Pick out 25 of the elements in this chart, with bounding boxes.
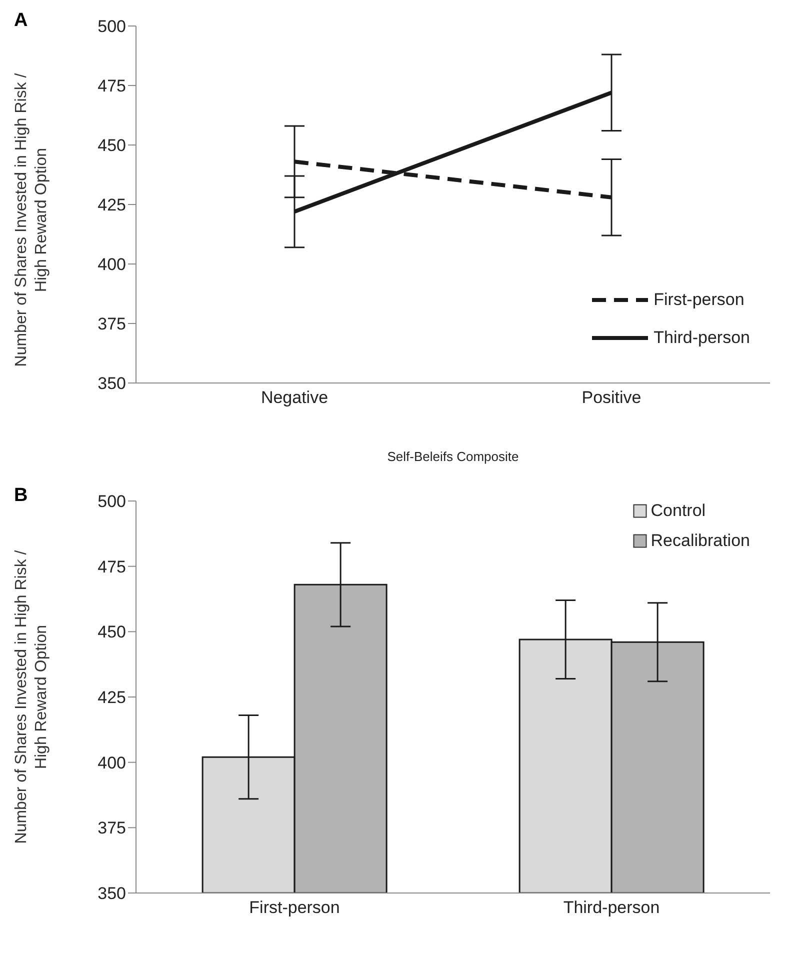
legend-label: Control (650, 501, 706, 521)
y-tick-label: 425 (98, 196, 126, 215)
chart-title: A (14, 10, 28, 32)
x-tick-label: Positive (582, 388, 642, 408)
y-tick-label: 350 (98, 884, 126, 904)
x-axis-title: Self-Beleifs Composite (386, 449, 520, 464)
y-tick-label: 475 (98, 76, 126, 96)
y-tick-label: 450 (98, 622, 126, 642)
y-axis-title: Number of Shares Invested in High Risk / High Reward Option (12, 72, 51, 368)
legend-label: Recalibration (650, 531, 750, 551)
x-tick-label: Negative (260, 388, 328, 408)
y-tick-label: 500 (98, 17, 126, 36)
y-tick-label: 425 (98, 688, 126, 708)
legend-label: First-person (654, 290, 744, 310)
y-tick-label: 375 (98, 818, 126, 838)
y-tick-label: 475 (98, 557, 126, 576)
y-tick-label: 400 (98, 255, 126, 274)
y-axis-title: Number of Shares Invested in High Risk / High Reward Option (12, 549, 51, 846)
y-tick-label: 500 (98, 492, 126, 512)
y-tick-label: 375 (98, 314, 126, 334)
y-tick-label: 450 (98, 136, 126, 156)
y-tick-label: 350 (98, 374, 126, 394)
legend-label: Third-person (654, 328, 750, 348)
y-tick-label: 400 (98, 753, 126, 772)
chart-title: B (14, 485, 28, 507)
